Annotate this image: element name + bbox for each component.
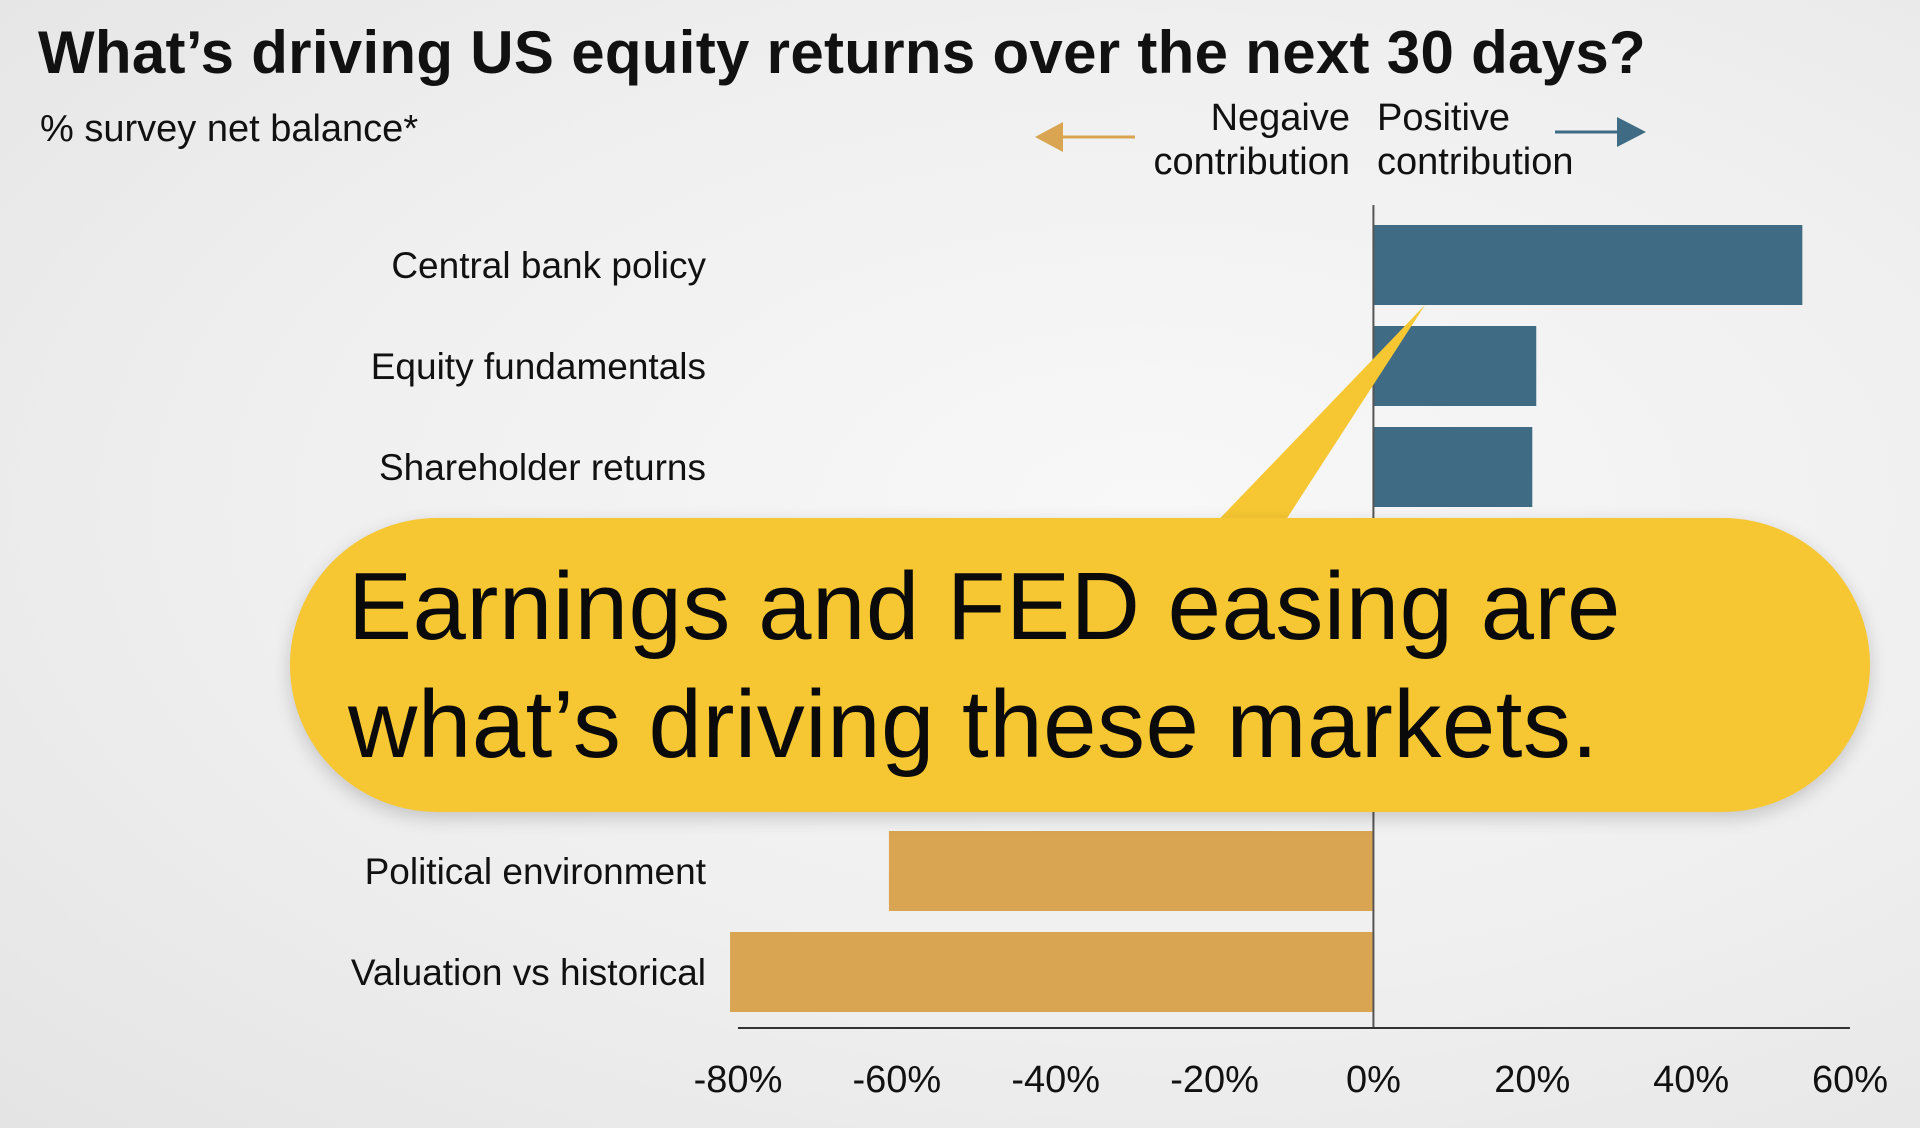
- x-tick-label: -60%: [852, 1059, 941, 1101]
- x-tick-label: 0%: [1346, 1059, 1401, 1101]
- callout-text: Earnings and FED easing are what’s drivi…: [348, 548, 1848, 784]
- category-label: Central bank policy: [391, 245, 706, 286]
- category-label: Equity fundamentals: [371, 346, 706, 387]
- category-label: Valuation vs historical: [351, 952, 706, 993]
- legend-positive-line-1: Positive: [1377, 97, 1511, 139]
- x-tick-label: 20%: [1494, 1059, 1570, 1101]
- positive-arrow-head: [1617, 117, 1646, 147]
- legend-arrows: [1035, 117, 1646, 152]
- bar: [1373, 225, 1803, 305]
- category-label: Political environment: [365, 851, 707, 892]
- legend-negative-line-2: contribution: [1153, 141, 1350, 183]
- legend-positive-line-2: contribution: [1377, 141, 1574, 183]
- bar: [888, 831, 1374, 911]
- category-labels: Central bank policy Equity fundamentals Sh…: [351, 245, 707, 993]
- chart-title: What’s driving US equity returns over th…: [38, 19, 1646, 86]
- tick-labels: -80% -60% -40% -20% 0% 20% 40% 60%: [694, 1059, 1888, 1101]
- legend-negative: Negaive contribution: [1150, 96, 1350, 184]
- x-tick-label: -40%: [1011, 1059, 1100, 1101]
- category-label: Shareholder returns: [379, 447, 706, 488]
- x-tick-label: 60%: [1812, 1059, 1888, 1101]
- x-tick-label: -20%: [1170, 1059, 1259, 1101]
- chart-bars: [730, 225, 1803, 1012]
- bar: [1373, 427, 1533, 507]
- negative-arrow-head: [1035, 122, 1063, 152]
- x-tick-label: -80%: [694, 1059, 783, 1101]
- legend-negative-line-1: Negaive: [1210, 97, 1350, 139]
- callout-line-2: what’s driving these markets.: [348, 671, 1599, 778]
- callout-bubble: [290, 518, 1870, 812]
- x-tick-label: 40%: [1653, 1059, 1729, 1101]
- chart-subtitle: % survey net balance*: [40, 108, 419, 150]
- bar: [730, 932, 1374, 1012]
- callout-pointer: [1180, 305, 1425, 560]
- callout-line-1: Earnings and FED easing are: [348, 553, 1621, 660]
- legend-positive: Positive contribution: [1377, 96, 1573, 184]
